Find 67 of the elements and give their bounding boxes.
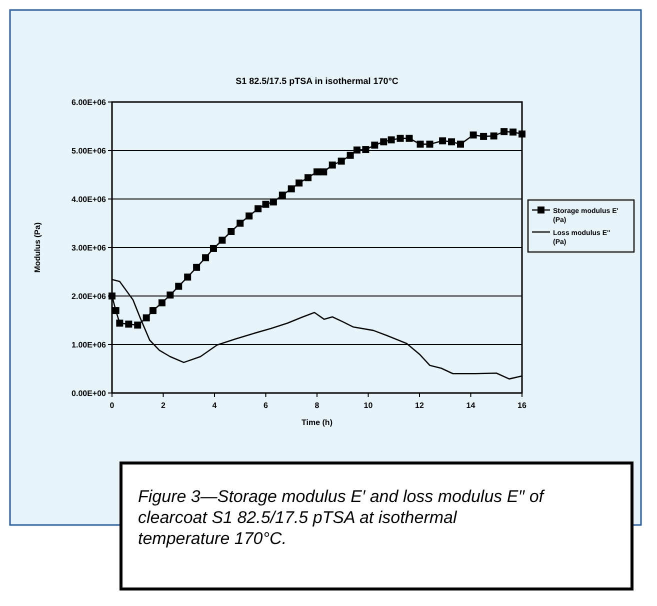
point <box>439 137 446 144</box>
point <box>125 320 132 328</box>
point <box>210 244 217 252</box>
y-tick-label: 4.00E+06 <box>72 195 107 204</box>
point <box>150 307 156 314</box>
x-axis-title: Time (h) <box>302 418 333 427</box>
x-tick-label: 10 <box>364 401 374 410</box>
point <box>470 131 477 138</box>
point <box>396 134 404 142</box>
point <box>112 307 120 314</box>
point <box>246 212 253 220</box>
x-tick-label: 2 <box>161 401 166 410</box>
y-tick-label: 1.00E+06 <box>72 340 107 350</box>
y-axis-title: Modulus (Pa) <box>33 222 42 273</box>
point <box>362 146 370 154</box>
point <box>480 132 488 140</box>
point <box>202 254 210 262</box>
x-tick-label: 12 <box>415 401 424 410</box>
point <box>448 138 456 146</box>
point <box>218 236 226 244</box>
y-tick-label: 2.00E+06 <box>72 292 107 301</box>
point <box>406 134 413 142</box>
point <box>296 179 303 186</box>
point <box>262 200 270 208</box>
point <box>288 185 295 192</box>
y-tick-label: 6.00E+06 <box>72 98 107 107</box>
y-tick-label: 3.00E+06 <box>72 244 107 252</box>
point <box>426 140 434 148</box>
point <box>304 174 312 182</box>
x-tick-label: 4 <box>212 401 218 410</box>
point <box>371 142 378 149</box>
point <box>320 168 328 176</box>
chart-title: S1 82.5/17.5 pTSA in isothermal 170°C <box>236 76 399 86</box>
caption: Figure 3—Storage modulus E′ and loss modulus E′′ of clearcoat S1 82.5/17.5 pTSA at isothermal temperature 170°C. <box>138 487 546 548</box>
point <box>353 146 360 154</box>
point <box>184 274 192 281</box>
point <box>490 132 498 140</box>
point <box>328 162 336 169</box>
point <box>142 314 150 322</box>
x-tick-label: 14 <box>466 401 476 410</box>
x-tick-label: 8 <box>314 401 320 410</box>
point <box>236 220 244 227</box>
point <box>510 128 517 136</box>
point <box>270 198 277 206</box>
point <box>193 264 200 271</box>
point <box>416 140 424 148</box>
point <box>175 282 182 290</box>
point <box>254 205 262 212</box>
point <box>338 158 345 165</box>
point <box>116 320 124 327</box>
point <box>314 168 320 176</box>
y-tick-label: 5.00E+06 <box>72 146 107 156</box>
point <box>278 192 286 199</box>
point <box>388 136 395 144</box>
point <box>500 128 508 136</box>
point <box>134 322 142 329</box>
point <box>457 140 464 148</box>
point <box>166 292 174 299</box>
point <box>380 138 388 146</box>
point <box>518 130 526 138</box>
y-tick-label: 0.00E+00 <box>72 389 107 398</box>
x-tick-label: 16 <box>518 401 527 410</box>
point <box>158 299 166 306</box>
x-tick-label: 6 <box>264 401 269 410</box>
point <box>228 228 235 235</box>
point <box>346 152 354 159</box>
x-tick-label: 0 <box>110 401 115 410</box>
